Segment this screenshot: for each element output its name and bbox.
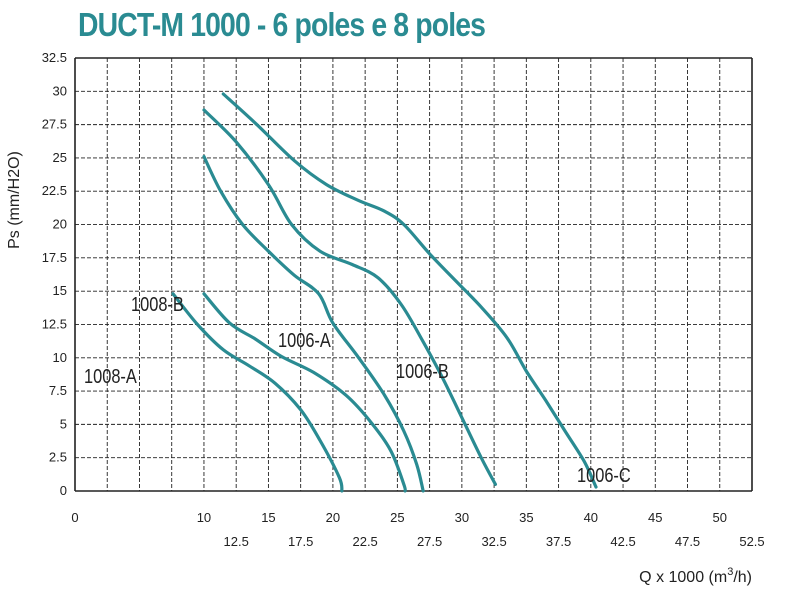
x-tick-label: 20 bbox=[326, 510, 340, 525]
curve-1006-a bbox=[202, 155, 425, 493]
x-tick-label: 40 bbox=[584, 510, 598, 525]
y-tick-label: 15 bbox=[53, 283, 67, 298]
curve-label-1008-a: 1008-A bbox=[84, 364, 138, 387]
y-tick-label: 17.5 bbox=[42, 250, 67, 265]
x-tick-label: 32.5 bbox=[481, 534, 506, 549]
x-tick-label: 37.5 bbox=[546, 534, 571, 549]
y-tick-label: 22.5 bbox=[42, 183, 67, 198]
y-tick-label: 0 bbox=[60, 483, 67, 498]
y-tick-label: 12.5 bbox=[42, 316, 67, 331]
x-tick-label: 17.5 bbox=[288, 534, 313, 549]
y-tick-label: 5 bbox=[60, 416, 67, 431]
x-axis-label-main: Q x 1000 (m bbox=[639, 569, 727, 586]
curve-label-1006-a: 1006-A bbox=[278, 328, 332, 351]
y-tick-label: 25 bbox=[53, 150, 67, 165]
y-tick-label: 2.5 bbox=[49, 450, 67, 465]
x-tick-label: 42.5 bbox=[610, 534, 635, 549]
x-tick-label: 52.5 bbox=[739, 534, 764, 549]
grid bbox=[74, 57, 753, 492]
x-axis-label: Q x 1000 (m3/h) bbox=[639, 566, 752, 586]
x-tick-label: 0 bbox=[71, 510, 78, 525]
y-tick-label: 7.5 bbox=[49, 383, 67, 398]
x-tick-label: 30 bbox=[455, 510, 469, 525]
curve-label-1006-c: 1006-C bbox=[577, 463, 631, 486]
y-tick-label: 30 bbox=[53, 83, 67, 98]
x-tick-label: 45 bbox=[648, 510, 662, 525]
y-tick-label: 32.5 bbox=[42, 50, 67, 65]
x-axis-label-superscript: 3 bbox=[727, 566, 733, 578]
x-tick-label: 25 bbox=[390, 510, 404, 525]
x-tick-label: 10 bbox=[197, 510, 211, 525]
x-tick-label: 22.5 bbox=[352, 534, 377, 549]
x-tick-label: 35 bbox=[519, 510, 533, 525]
x-tick-label: 12.5 bbox=[224, 534, 249, 549]
x-tick-label: 50 bbox=[713, 510, 727, 525]
y-tick-label: 20 bbox=[53, 217, 67, 232]
y-tick-label: 10 bbox=[53, 350, 67, 365]
performance-curves bbox=[171, 92, 598, 493]
curve-label-1008-b: 1008-B bbox=[131, 292, 184, 315]
x-tick-label: 27.5 bbox=[417, 534, 442, 549]
curve-1006-c bbox=[221, 92, 598, 489]
curve-1008-b bbox=[202, 292, 407, 493]
y-axis-label: Ps (mm/H2O) bbox=[6, 151, 23, 249]
curve-1006-b bbox=[202, 108, 497, 486]
curve-label-1006-b: 1006-B bbox=[396, 359, 449, 382]
y-tick-label: 27.5 bbox=[42, 117, 67, 132]
chart-title: DUCT-M 1000 - 6 poles e 8 poles bbox=[78, 6, 486, 43]
x-tick-label: 47.5 bbox=[675, 534, 700, 549]
x-tick-label: 15 bbox=[261, 510, 275, 525]
curve-1008-a bbox=[171, 292, 344, 493]
x-axis-label-end: /h) bbox=[733, 569, 752, 586]
